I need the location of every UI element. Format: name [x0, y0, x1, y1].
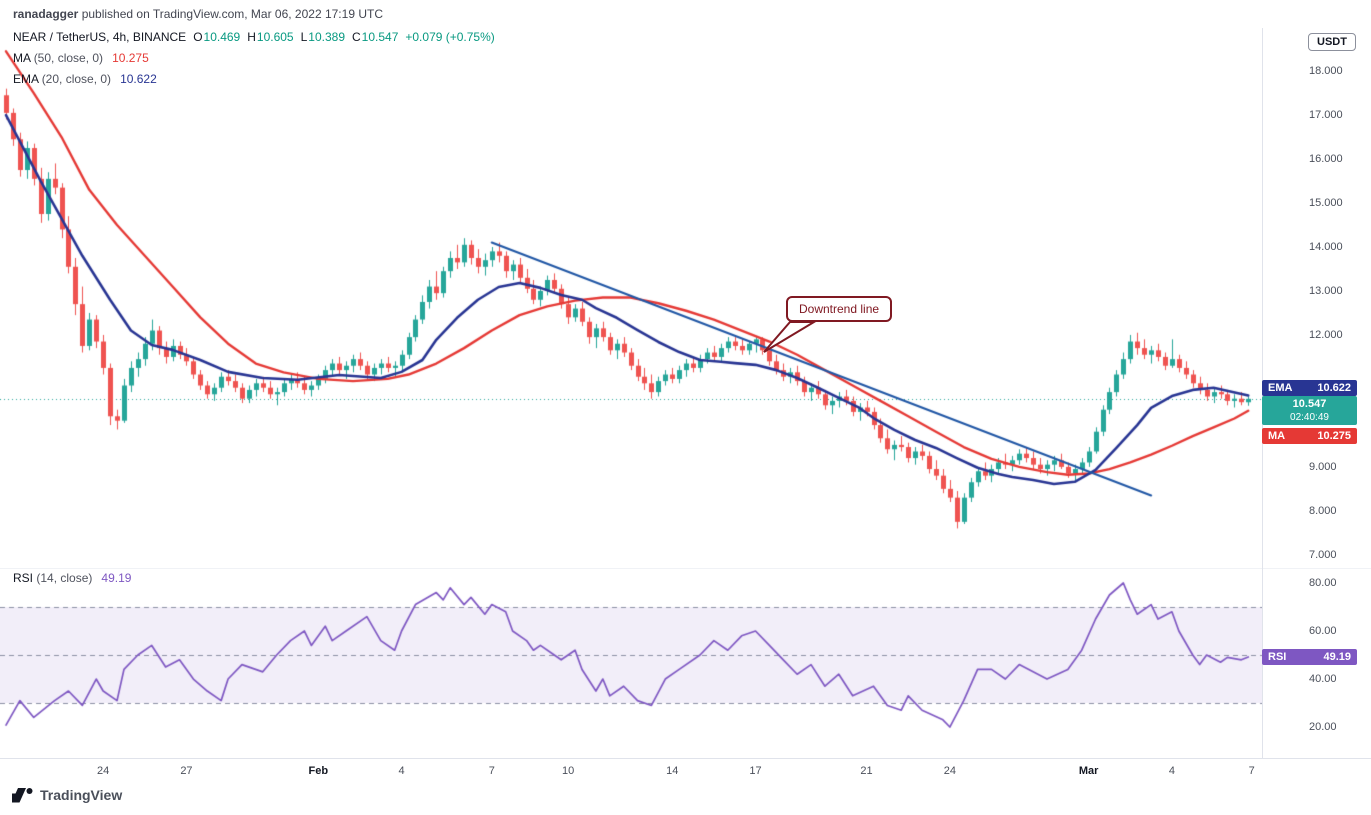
rsi-badge: RSI 49.19: [1262, 649, 1357, 665]
annotation-pointer: [763, 321, 818, 353]
price-tick-label: 17.000: [1309, 109, 1343, 122]
rsi-chart-canvas[interactable]: [0, 568, 1262, 758]
price-tick-label: 13.000: [1309, 284, 1343, 297]
time-tick-label: 10: [562, 765, 575, 777]
footer-brand-name: TradingView: [40, 787, 123, 803]
price-badge: 10.547 02:40:49: [1262, 396, 1357, 425]
currency-badge: USDT: [1308, 33, 1356, 51]
time-tick-label: 7: [1248, 765, 1255, 777]
open-value: O 10.469: [193, 30, 241, 44]
price-tick-label: 14.000: [1309, 240, 1343, 253]
ma-name: MA (50, close, 0): [13, 51, 104, 65]
ma-badge: MA 10.275: [1262, 428, 1357, 444]
low-value: L 10.389: [300, 30, 345, 44]
time-tick-label: 7: [488, 765, 495, 777]
rsi-tick-label: 60.00: [1309, 625, 1337, 637]
time-tick-label: 4: [398, 765, 405, 777]
rsi-badge-label: RSI: [1268, 651, 1287, 663]
bar-countdown: 02:40:49: [1290, 412, 1329, 423]
time-tick-label: Feb: [308, 765, 329, 777]
price-tick-label: 9.000: [1309, 460, 1337, 473]
footer-brand[interactable]: TradingView: [12, 787, 122, 803]
attribution-username: ranadagger: [13, 7, 79, 21]
ema-name: EMA (20, close, 0): [13, 72, 112, 86]
price-tick-label: 16.000: [1309, 153, 1343, 166]
rsi-tick-label: 80.00: [1309, 577, 1337, 589]
time-axis-divider: [0, 758, 1371, 759]
high-value: H 10.605: [247, 30, 294, 44]
price-tick-label: 8.000: [1309, 504, 1337, 517]
time-tick-label: 4: [1168, 765, 1175, 777]
rsi-tick-label: 20.00: [1309, 721, 1337, 734]
price-tick-label: 15.000: [1309, 197, 1343, 210]
ma-indicator-legend[interactable]: MA (50, close, 0) 10.275: [13, 51, 149, 65]
time-tick-label: 27: [180, 765, 193, 777]
price-chart-canvas[interactable]: [0, 28, 1262, 568]
price-axis[interactable]: USDT EMA 10.622 10.547 02:40:49 MA 10.27…: [1262, 28, 1371, 568]
time-tick-label: 17: [749, 765, 762, 777]
ema-badge-value: 10.622: [1317, 382, 1351, 394]
rsi-badge-value: 49.19: [1323, 651, 1351, 663]
symbol-legend[interactable]: NEAR / TetherUS, 4h, BINANCE O 10.469 H 10…: [13, 30, 495, 44]
panel-divider: [0, 568, 1371, 569]
rsi-tick-label: 40.00: [1309, 673, 1337, 686]
legend-rsi-value: 49.19: [101, 571, 132, 585]
time-axis[interactable]: 24 27 Feb 4 7 10 14 17 21 24 Mar 4 7: [0, 758, 1262, 784]
ema-indicator-legend[interactable]: EMA (20, close, 0) 10.622: [13, 72, 157, 86]
tradingview-logo-icon: [12, 787, 33, 802]
attribution-text: ranadagger published on TradingView.com,…: [13, 7, 383, 21]
close-value: C 10.547: [352, 30, 399, 44]
legend-ma-value: 10.275: [112, 51, 149, 65]
ema-badge: EMA 10.622: [1262, 380, 1357, 396]
change-value: +0.079 (+0.75%): [405, 30, 495, 44]
ma-badge-value: 10.275: [1317, 430, 1351, 442]
ma-badge-label: MA: [1268, 430, 1286, 442]
price-tick-label: 7.000: [1309, 548, 1337, 561]
rsi-indicator-legend[interactable]: RSI (14, close) 49.19: [13, 571, 131, 585]
price-tick-label: 12.000: [1309, 328, 1343, 341]
rsi-axis[interactable]: RSI 49.19 80.00 60.00 40.00 20.00: [1262, 568, 1371, 758]
symbol-title: NEAR / TetherUS, 4h, BINANCE: [13, 30, 187, 44]
time-tick-label: 24: [97, 765, 110, 777]
time-tick-label: 21: [860, 765, 873, 777]
price-tick-label: 18.000: [1309, 65, 1343, 78]
last-price-value: 10.547: [1292, 398, 1327, 410]
attribution-rest: published on TradingView.com, Mar 06, 20…: [78, 7, 383, 21]
rsi-name: RSI (14, close): [13, 571, 93, 585]
legend-ema-value: 10.622: [120, 72, 157, 86]
time-tick-label: 24: [943, 765, 956, 777]
ema-badge-label: EMA: [1268, 382, 1293, 394]
time-tick-label: 14: [666, 765, 679, 777]
time-tick-label: Mar: [1078, 765, 1099, 777]
downtrend-annotation[interactable]: Downtrend line: [786, 296, 893, 322]
